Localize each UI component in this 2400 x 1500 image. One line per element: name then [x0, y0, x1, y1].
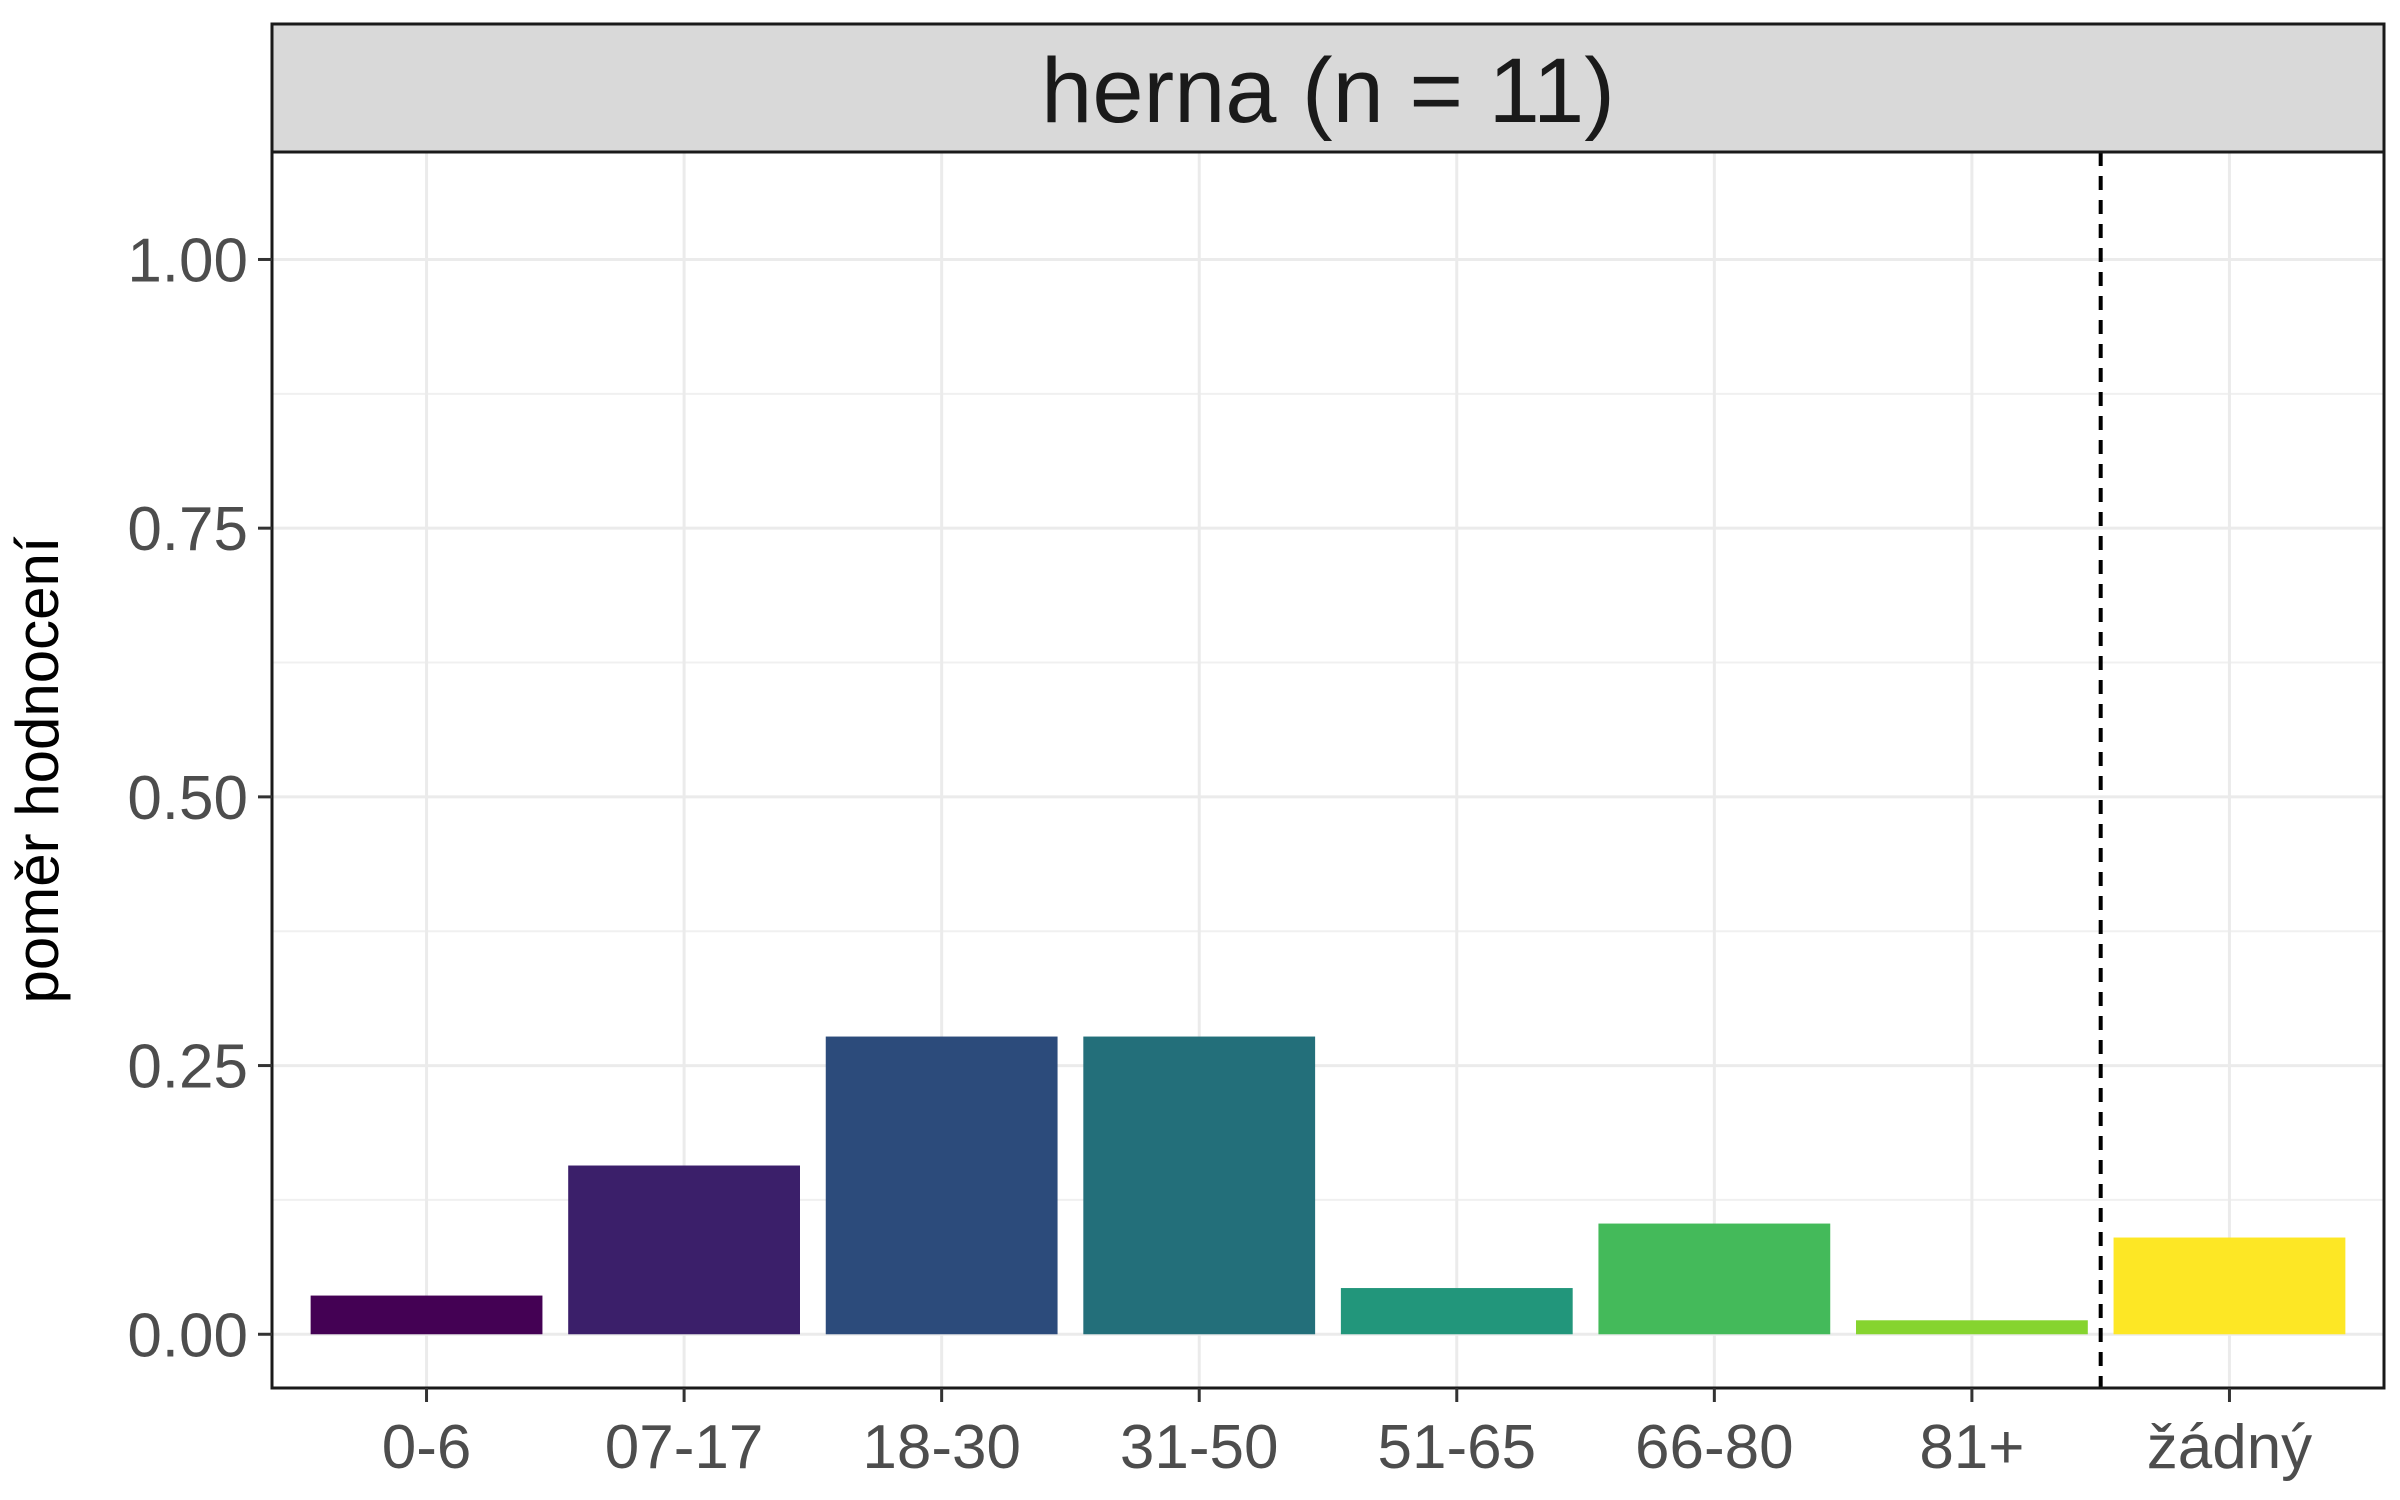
bar-81+ — [1856, 1320, 2088, 1335]
bar-žádný — [2113, 1237, 2346, 1335]
bar-0-6 — [310, 1295, 543, 1335]
y-tick-label: 0.00 — [127, 1301, 248, 1370]
bar-07-17 — [568, 1165, 800, 1335]
x-tick-label: žádný — [2147, 1413, 2312, 1482]
bars — [310, 1036, 2346, 1335]
y-tick-label: 1.00 — [127, 226, 248, 295]
grid-lines — [272, 152, 2384, 1388]
panel-border — [270, 150, 2386, 1390]
bar-18-30 — [825, 1036, 1058, 1335]
x-tick-label: 0-6 — [382, 1413, 472, 1482]
x-tick-label: 31-50 — [1120, 1413, 1279, 1482]
x-tick-label: 51-65 — [1377, 1413, 1536, 1482]
x-tick-label: 07-17 — [605, 1413, 764, 1482]
x-tick-label: 81+ — [1919, 1413, 2024, 1482]
y-axis: 0.00 0.25 0.50 0.75 1.00 — [127, 226, 272, 1370]
x-tick-label: 66-80 — [1635, 1413, 1794, 1482]
y-tick-label: 0.50 — [127, 764, 248, 833]
x-tick-label: 18-30 — [862, 1413, 1021, 1482]
y-tick-label: 0.75 — [127, 495, 248, 564]
x-axis: 0-6 07-17 18-30 31-50 51-65 66-80 81+ žádný — [382, 1388, 2312, 1482]
bar-66-80 — [1598, 1223, 1831, 1335]
facet-title: herna (n = 11) — [1041, 40, 1615, 142]
y-axis-title: poměr hodnocení — [4, 536, 71, 1003]
bar-31-50 — [1083, 1036, 1316, 1335]
facet-strip — [270, 22, 2386, 154]
bar-51-65 — [1340, 1288, 1573, 1335]
y-tick-label: 0.25 — [127, 1033, 248, 1102]
